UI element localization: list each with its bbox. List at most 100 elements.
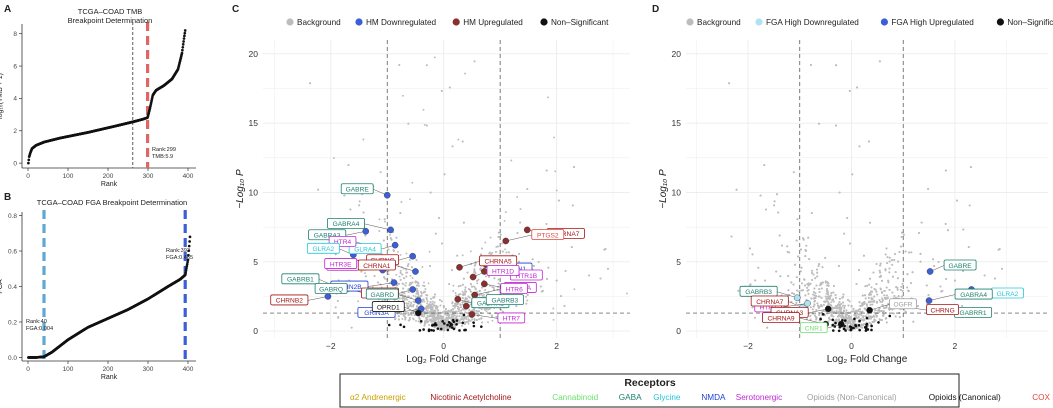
- background-point: [411, 266, 413, 269]
- background-point: [429, 301, 432, 304]
- background-point: [409, 198, 412, 201]
- background-point: [383, 220, 386, 223]
- background-point: [407, 263, 410, 266]
- background-point: [573, 166, 575, 169]
- gene-point: [390, 279, 398, 286]
- background-point: [438, 216, 440, 219]
- background-point: [419, 318, 422, 321]
- background-point: [462, 221, 465, 224]
- background-point: [467, 295, 470, 298]
- background-point: [411, 277, 414, 279]
- background-point: [604, 248, 607, 251]
- background-point: [485, 275, 487, 278]
- background-point: [424, 288, 427, 290]
- background-point: [531, 258, 534, 261]
- background-point: [557, 199, 560, 202]
- background-point: [398, 63, 401, 66]
- gene-point: [362, 227, 370, 235]
- background-point: [477, 310, 479, 313]
- background-point: [519, 221, 522, 224]
- background-point: [545, 222, 548, 225]
- rank-point: [181, 48, 184, 52]
- background-point: [497, 278, 500, 281]
- background-point: [425, 318, 428, 321]
- background-point: [462, 317, 465, 320]
- background-point: [423, 324, 426, 327]
- background-point: [571, 204, 574, 207]
- background-point: [422, 108, 425, 111]
- background-point: [485, 310, 488, 313]
- background-point: [401, 318, 404, 320]
- background-point: [401, 273, 404, 276]
- rank-point: [181, 43, 185, 46]
- nonsignificant-point: [446, 328, 450, 332]
- nonsignificant-point: [422, 328, 425, 331]
- background-point: [337, 316, 340, 319]
- background-point: [457, 310, 460, 313]
- background-point: [504, 211, 507, 214]
- background-point: [425, 64, 428, 67]
- background-point: [423, 123, 426, 126]
- background-point: [357, 300, 360, 303]
- background-point: [563, 304, 566, 307]
- background-point: [467, 315, 470, 318]
- background-point: [408, 318, 411, 321]
- background-point: [392, 249, 395, 252]
- background-point: [395, 236, 398, 239]
- rank-point: [185, 262, 189, 266]
- nonsignificant-point: [430, 324, 434, 327]
- gene-point: [409, 252, 416, 260]
- background-point: [408, 283, 411, 286]
- rank-point: [181, 45, 185, 49]
- background-point: [505, 251, 508, 254]
- background-point: [437, 320, 440, 323]
- background-point: [462, 318, 465, 321]
- background-point: [480, 317, 483, 320]
- background-point: [448, 86, 451, 89]
- background-point: [417, 284, 420, 287]
- background-point: [451, 269, 453, 272]
- background-point: [399, 278, 402, 281]
- background-point: [440, 315, 443, 318]
- background-point: [478, 289, 481, 292]
- background-point: [457, 294, 460, 297]
- nonsignificant-point: [446, 323, 449, 327]
- background-point: [555, 189, 558, 192]
- background-point: [387, 248, 390, 251]
- label-leader: [367, 282, 395, 287]
- background-point: [421, 300, 424, 303]
- background-point: [425, 294, 428, 296]
- background-point: [373, 275, 376, 277]
- background-point: [451, 145, 454, 148]
- background-point: [425, 124, 428, 127]
- background-point: [441, 311, 444, 314]
- background-point: [408, 300, 411, 303]
- background-point: [477, 278, 480, 281]
- gene-point: [468, 311, 476, 318]
- background-point: [463, 323, 466, 325]
- nonsignificant-point: [447, 321, 451, 324]
- background-point: [412, 318, 415, 321]
- background-point: [457, 307, 459, 310]
- background-point: [493, 277, 496, 280]
- background-point: [508, 251, 510, 254]
- background-point: [389, 237, 392, 240]
- background-point: [481, 286, 484, 289]
- nonsignificant-point: [418, 329, 422, 332]
- background-point: [405, 281, 408, 284]
- background-point: [471, 318, 474, 321]
- background-point: [526, 294, 529, 296]
- background-point: [452, 305, 455, 307]
- nonsignificant-point: [402, 325, 406, 329]
- background-point: [453, 314, 456, 317]
- background-point: [830, 301, 833, 304]
- background-point: [429, 265, 431, 268]
- background-point: [439, 320, 442, 322]
- rank-point: [182, 40, 185, 43]
- background-point: [469, 288, 472, 291]
- background-point: [431, 300, 434, 303]
- background-point: [491, 251, 494, 254]
- background-point: [546, 277, 548, 280]
- nonsignificant-point: [452, 327, 456, 331]
- rank-point: [184, 269, 188, 273]
